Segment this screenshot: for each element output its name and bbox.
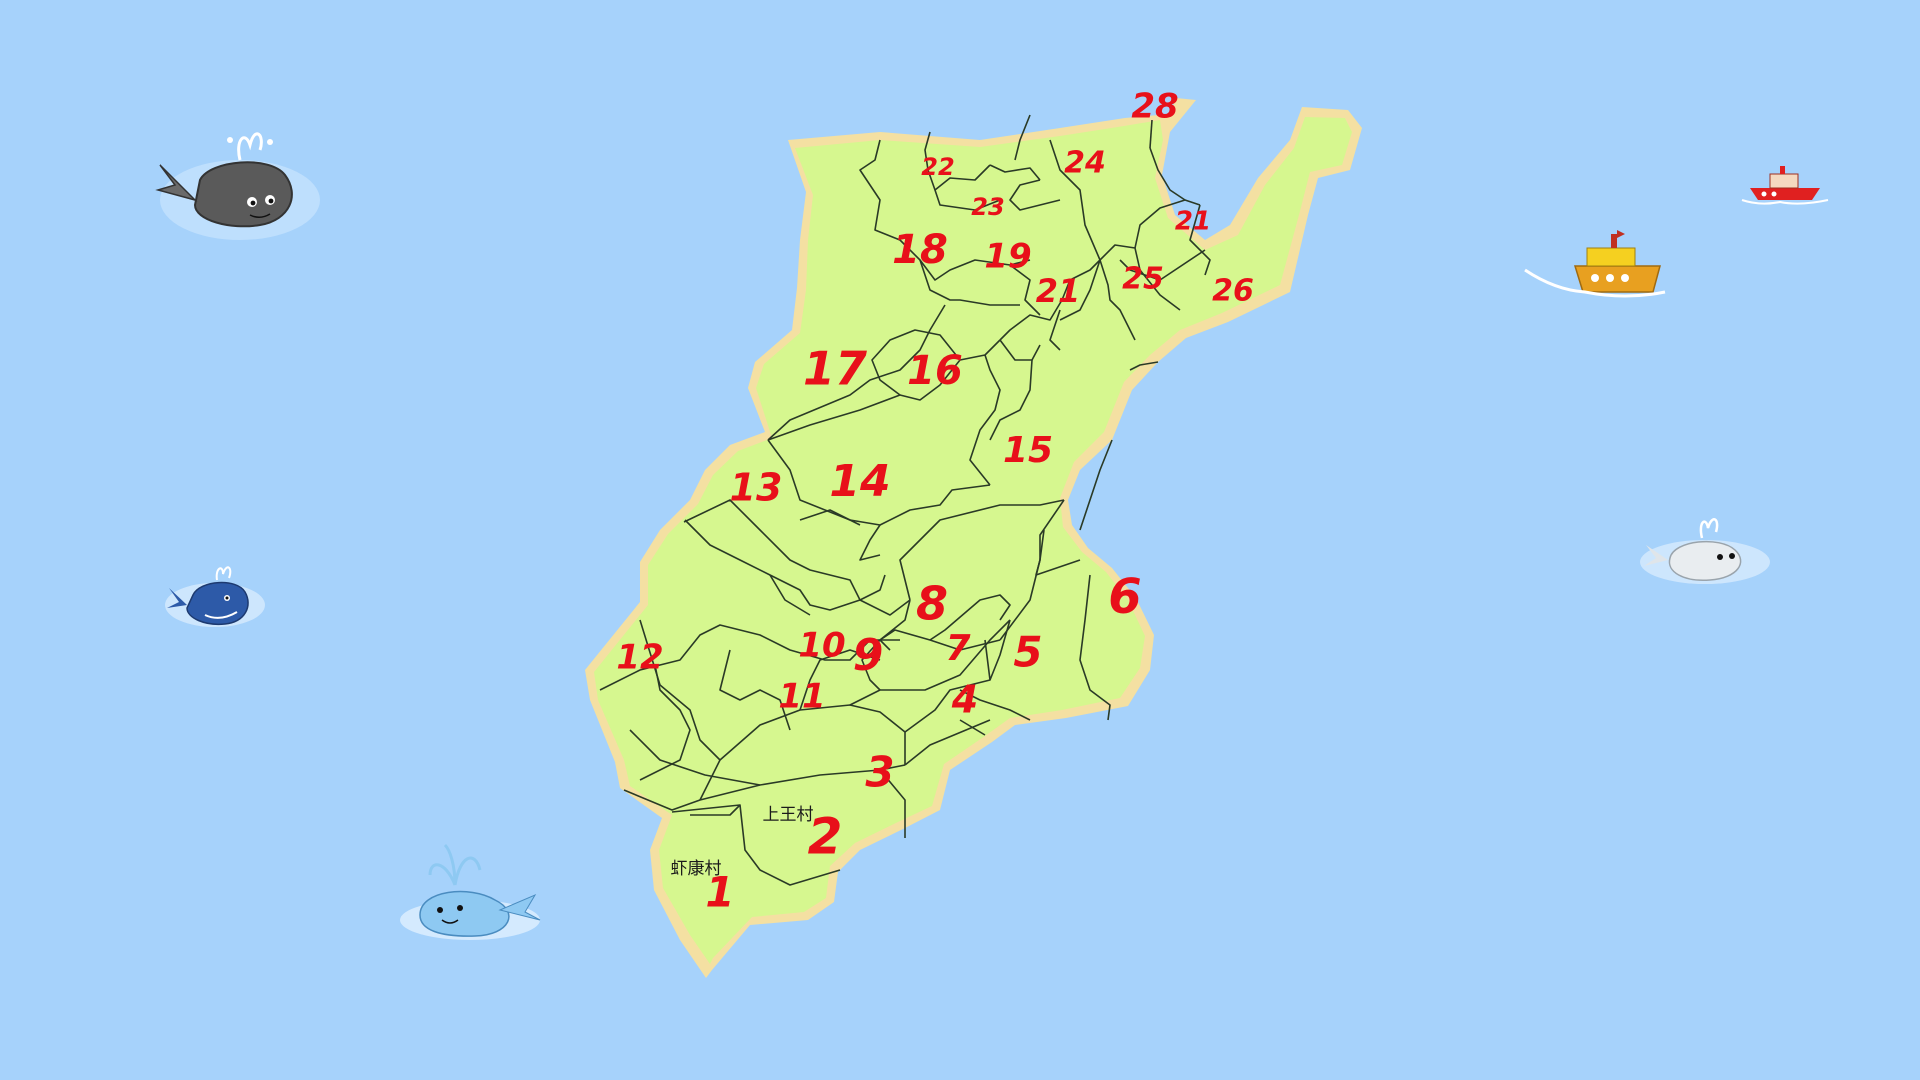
- whale-gray-icon: [155, 132, 320, 240]
- region-label-14: 14: [829, 456, 890, 507]
- region-label-17: 17: [803, 342, 867, 396]
- region-label-21: 21: [1036, 272, 1081, 310]
- region-label-21-north: 21: [1175, 207, 1211, 237]
- boat-red-icon: [1741, 166, 1829, 205]
- village-name-shangwang: 上王村: [763, 805, 814, 825]
- region-label-13: 13: [730, 466, 783, 510]
- boat-yellow-icon: [1524, 230, 1666, 298]
- region-label-4: 4: [951, 678, 978, 722]
- region-label-25: 25: [1122, 262, 1164, 297]
- whale-white-icon: [1640, 518, 1770, 584]
- region-label-22: 22: [921, 153, 954, 181]
- whale-navy-icon: [165, 566, 265, 627]
- region-label-18: 18: [892, 227, 948, 273]
- region-label-23: 23: [971, 193, 1004, 221]
- region-label-11: 11: [778, 677, 825, 717]
- region-label-10: 10: [798, 626, 845, 666]
- region-label-8: 8: [916, 577, 948, 631]
- region-boundaries: [599, 114, 1211, 886]
- region-label-12: 12: [616, 638, 663, 678]
- region-label-9: 9: [853, 630, 884, 681]
- village-name-xiakang: 虾康村: [671, 859, 722, 879]
- region-label-24: 24: [1064, 146, 1106, 181]
- region-label-5: 5: [1013, 628, 1042, 677]
- region-label-3: 3: [865, 748, 894, 797]
- island-land: [594, 117, 1352, 964]
- region-number-labels: 1 2 3 4 5 6 7 8 9 10 11 12 13 14 15 16 1…: [616, 87, 1254, 917]
- region-label-26: 26: [1212, 274, 1254, 309]
- region-label-7: 7: [945, 628, 970, 669]
- region-label-6: 6: [1108, 569, 1141, 625]
- region-label-28: 28: [1131, 87, 1178, 127]
- region-label-2: 2: [808, 808, 843, 866]
- region-label-1: 1: [705, 868, 734, 917]
- region-label-15: 15: [1003, 430, 1053, 471]
- region-label-16: 16: [907, 348, 963, 394]
- region-label-19: 19: [984, 237, 1031, 277]
- whale-light-blue-icon: [400, 843, 541, 940]
